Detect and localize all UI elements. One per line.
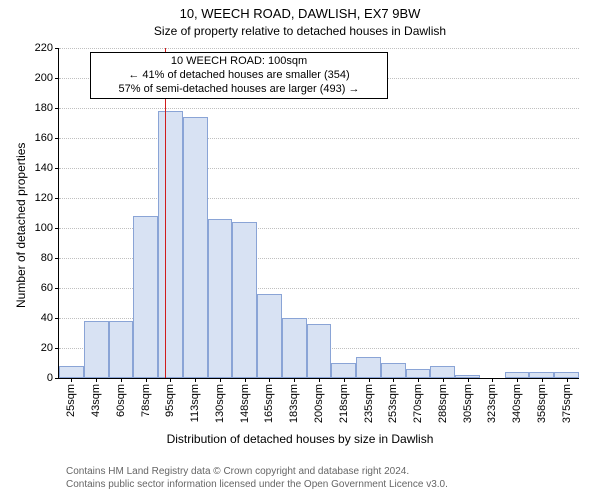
xtick-label: 25sqm (65, 384, 77, 417)
xtick-mark (269, 378, 270, 382)
xtick-mark (121, 378, 122, 382)
xtick-label: 200sqm (313, 384, 325, 423)
ytick-mark (55, 318, 59, 319)
xtick-label: 340sqm (511, 384, 523, 423)
annotation-box: 10 WEECH ROAD: 100sqm← 41% of detached h… (90, 52, 388, 99)
histogram-bar (430, 366, 455, 378)
ytick-mark (55, 288, 59, 289)
xtick-mark (195, 378, 196, 382)
ytick-label: 120 (35, 192, 53, 204)
xtick-label: 78sqm (140, 384, 152, 417)
xtick-label: 148sqm (239, 384, 251, 423)
ytick-mark (55, 378, 59, 379)
histogram-bar (183, 117, 208, 378)
footer-attribution: Contains HM Land Registry data © Crown c… (66, 465, 448, 491)
histogram-bar (158, 111, 183, 378)
xtick-mark (319, 378, 320, 382)
chart-title: 10, WEECH ROAD, DAWLISH, EX7 9BW (0, 6, 600, 21)
annotation-line: ← 41% of detached houses are smaller (35… (97, 69, 381, 83)
xtick-mark (170, 378, 171, 382)
ytick-mark (55, 48, 59, 49)
histogram-bar (232, 222, 257, 378)
ytick-label: 60 (41, 282, 53, 294)
ytick-mark (55, 138, 59, 139)
xtick-mark (369, 378, 370, 382)
ytick-label: 220 (35, 42, 53, 54)
xtick-label: 165sqm (263, 384, 275, 423)
xtick-label: 305sqm (462, 384, 474, 423)
xtick-label: 288sqm (437, 384, 449, 423)
xtick-label: 113sqm (189, 384, 201, 422)
gridline (59, 168, 579, 169)
y-axis-label: Number of detached properties (14, 143, 28, 308)
xtick-mark (96, 378, 97, 382)
xtick-label: 235sqm (363, 384, 375, 423)
ytick-mark (55, 108, 59, 109)
ytick-label: 40 (41, 312, 53, 324)
footer-line: Contains HM Land Registry data © Crown c… (66, 465, 448, 478)
x-axis-label: Distribution of detached houses by size … (0, 432, 600, 446)
gridline (59, 48, 579, 49)
histogram-bar (133, 216, 158, 378)
histogram-bar (208, 219, 233, 378)
ytick-mark (55, 78, 59, 79)
xtick-mark (245, 378, 246, 382)
ytick-mark (55, 258, 59, 259)
chart-subtitle: Size of property relative to detached ho… (0, 24, 600, 38)
xtick-mark (393, 378, 394, 382)
xtick-mark (146, 378, 147, 382)
annotation-line: 10 WEECH ROAD: 100sqm (97, 55, 381, 69)
xtick-mark (71, 378, 72, 382)
xtick-mark (443, 378, 444, 382)
histogram-bar (59, 366, 84, 378)
gridline (59, 138, 579, 139)
xtick-mark (517, 378, 518, 382)
xtick-label: 130sqm (214, 384, 226, 423)
xtick-mark (294, 378, 295, 382)
ytick-label: 100 (35, 222, 53, 234)
xtick-label: 375sqm (561, 384, 573, 423)
xtick-mark (220, 378, 221, 382)
ytick-label: 180 (35, 102, 53, 114)
histogram-bar (109, 321, 134, 378)
histogram-bar (381, 363, 406, 378)
ytick-mark (55, 168, 59, 169)
histogram-bar (282, 318, 307, 378)
xtick-mark (468, 378, 469, 382)
ytick-label: 80 (41, 252, 53, 264)
histogram-bar (406, 369, 431, 378)
histogram-bar (356, 357, 381, 378)
ytick-label: 160 (35, 132, 53, 144)
xtick-mark (492, 378, 493, 382)
xtick-label: 253sqm (387, 384, 399, 423)
footer-line: Contains public sector information licen… (66, 478, 448, 491)
histogram-bar (84, 321, 109, 378)
xtick-mark (542, 378, 543, 382)
xtick-label: 323sqm (486, 384, 498, 423)
histogram-bar (307, 324, 332, 378)
ytick-mark (55, 198, 59, 199)
xtick-label: 270sqm (412, 384, 424, 423)
ytick-mark (55, 348, 59, 349)
gridline (59, 108, 579, 109)
xtick-label: 358sqm (536, 384, 548, 423)
ytick-label: 200 (35, 72, 53, 84)
histogram-bar (331, 363, 356, 378)
xtick-label: 218sqm (338, 384, 350, 423)
xtick-label: 183sqm (288, 384, 300, 423)
xtick-mark (567, 378, 568, 382)
xtick-mark (418, 378, 419, 382)
xtick-mark (344, 378, 345, 382)
annotation-line: 57% of semi-detached houses are larger (… (97, 83, 381, 97)
ytick-mark (55, 228, 59, 229)
ytick-label: 140 (35, 162, 53, 174)
histogram-bar (257, 294, 282, 378)
xtick-label: 43sqm (90, 384, 102, 417)
xtick-label: 95sqm (164, 384, 176, 417)
ytick-label: 20 (41, 342, 53, 354)
ytick-label: 0 (47, 372, 53, 384)
xtick-label: 60sqm (115, 384, 127, 417)
gridline (59, 198, 579, 199)
